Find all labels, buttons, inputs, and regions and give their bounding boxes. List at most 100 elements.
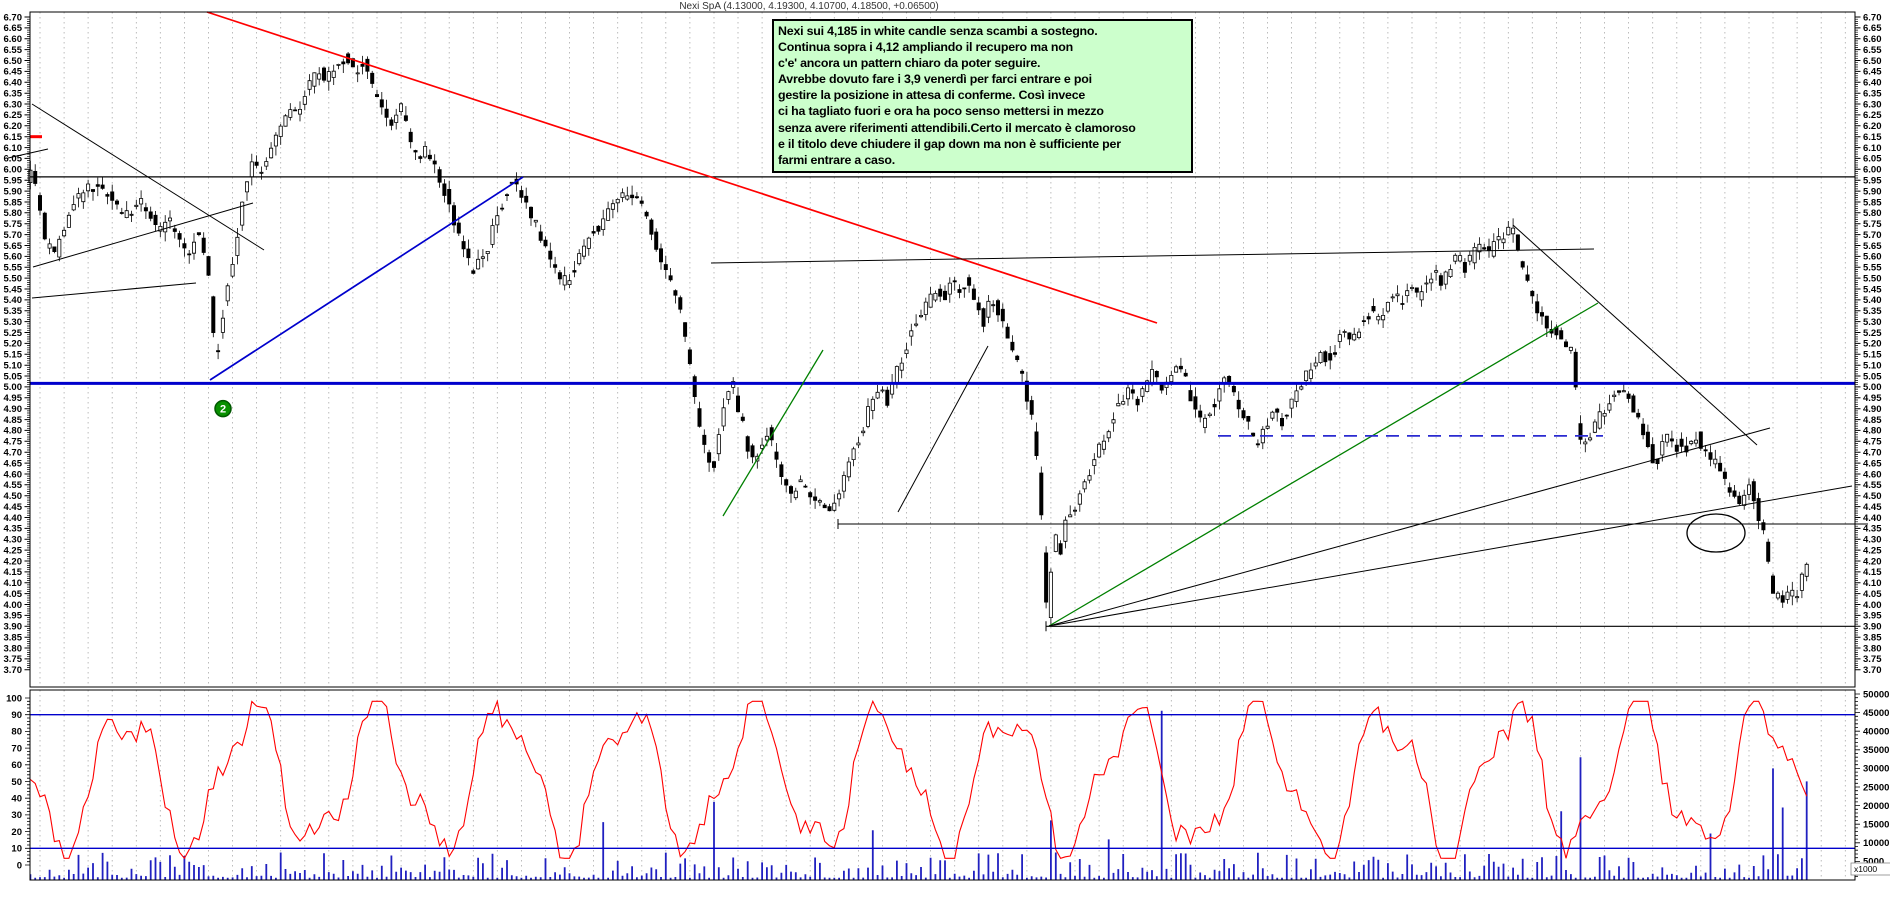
- svg-text:5.45: 5.45: [4, 284, 23, 295]
- svg-text:6.50: 6.50: [1863, 56, 1882, 67]
- svg-text:0: 0: [17, 860, 22, 871]
- svg-text:4.20: 4.20: [4, 556, 23, 567]
- svg-text:6.35: 6.35: [1863, 88, 1882, 99]
- svg-text:4.15: 4.15: [4, 567, 23, 578]
- svg-text:4.25: 4.25: [4, 545, 23, 556]
- svg-text:4.35: 4.35: [1863, 524, 1882, 535]
- svg-text:5.20: 5.20: [4, 339, 23, 350]
- svg-text:5.05: 5.05: [4, 371, 23, 382]
- svg-text:6.60: 6.60: [4, 34, 23, 45]
- svg-text:5.30: 5.30: [4, 317, 23, 328]
- svg-text:6.65: 6.65: [1863, 23, 1882, 34]
- svg-text:5.80: 5.80: [4, 208, 23, 219]
- svg-text:4.70: 4.70: [1863, 448, 1882, 459]
- svg-text:20000: 20000: [1863, 801, 1889, 812]
- svg-text:5.30: 5.30: [1863, 317, 1882, 328]
- svg-text:2: 2: [220, 403, 226, 415]
- svg-text:6.70: 6.70: [1863, 12, 1882, 23]
- svg-text:4.50: 4.50: [1863, 491, 1882, 502]
- svg-text:6.05: 6.05: [1863, 154, 1882, 165]
- svg-text:50000: 50000: [1863, 689, 1889, 700]
- svg-text:5.50: 5.50: [4, 273, 23, 284]
- svg-text:15000: 15000: [1863, 820, 1889, 831]
- annotation-box[interactable]: Nexi sui 4,185 in white candle senza sca…: [772, 19, 1193, 173]
- wedge-support: [32, 202, 254, 268]
- svg-text:5.15: 5.15: [4, 350, 23, 361]
- september-downtrend: [1512, 224, 1758, 446]
- svg-text:4.95: 4.95: [4, 393, 23, 404]
- svg-text:5.95: 5.95: [4, 176, 23, 187]
- svg-text:6.15: 6.15: [4, 132, 23, 143]
- svg-text:4.10: 4.10: [4, 578, 23, 589]
- svg-text:3.80: 3.80: [1863, 643, 1882, 654]
- svg-text:5.50: 5.50: [1863, 273, 1882, 284]
- svg-text:5.00: 5.00: [4, 382, 23, 393]
- svg-text:6.40: 6.40: [4, 78, 23, 89]
- svg-text:5.05: 5.05: [1863, 371, 1882, 382]
- svg-text:4.85: 4.85: [4, 415, 23, 426]
- svg-text:4.20: 4.20: [1863, 556, 1882, 567]
- svg-text:6.55: 6.55: [1863, 45, 1882, 56]
- svg-text:10: 10: [11, 844, 22, 855]
- svg-text:5.70: 5.70: [4, 230, 23, 241]
- svg-text:4.90: 4.90: [1863, 404, 1882, 415]
- overlays: 2: [7, 11, 1868, 632]
- highlight-ellipse: [1686, 513, 1746, 553]
- svg-text:5.90: 5.90: [1863, 186, 1882, 197]
- signal-marker: [214, 399, 232, 418]
- svg-text:4.00: 4.00: [4, 600, 23, 611]
- svg-text:5.60: 5.60: [1863, 252, 1882, 263]
- svg-text:4.60: 4.60: [4, 469, 23, 480]
- svg-text:4.55: 4.55: [1863, 480, 1882, 491]
- svg-text:3.70: 3.70: [1863, 665, 1882, 676]
- svg-text:4.65: 4.65: [4, 458, 23, 469]
- svg-text:5.40: 5.40: [4, 295, 23, 306]
- svg-text:25000: 25000: [1863, 782, 1889, 793]
- svg-text:6.45: 6.45: [4, 67, 23, 78]
- svg-text:3.75: 3.75: [4, 654, 23, 665]
- svg-text:5.60: 5.60: [4, 252, 23, 263]
- volume-unit-label: x1000: [1854, 864, 1877, 874]
- svg-text:5000: 5000: [1863, 857, 1884, 868]
- svg-text:5.90: 5.90: [4, 186, 23, 197]
- svg-text:5.15: 5.15: [1863, 350, 1882, 361]
- svg-text:6.00: 6.00: [1863, 165, 1882, 176]
- svg-text:40: 40: [11, 794, 22, 805]
- volume-bars: [29, 710, 1808, 880]
- svg-text:5.65: 5.65: [1863, 241, 1882, 252]
- svg-text:5.35: 5.35: [1863, 306, 1882, 317]
- fan-line-lower: [1048, 485, 1853, 627]
- svg-text:4.65: 4.65: [1863, 458, 1882, 469]
- svg-text:4.00: 4.00: [1863, 600, 1882, 611]
- svg-text:4.95: 4.95: [1863, 393, 1882, 404]
- svg-text:10000: 10000: [1863, 838, 1889, 849]
- svg-text:5.55: 5.55: [1863, 263, 1882, 274]
- svg-text:6.30: 6.30: [4, 99, 23, 110]
- svg-text:4.15: 4.15: [1863, 567, 1882, 578]
- svg-text:4.70: 4.70: [4, 448, 23, 459]
- svg-text:3.70: 3.70: [4, 665, 23, 676]
- svg-text:6.10: 6.10: [1863, 143, 1882, 154]
- red-downtrend: [206, 11, 1158, 324]
- svg-text:4.90: 4.90: [4, 404, 23, 415]
- svg-text:4.80: 4.80: [4, 426, 23, 437]
- svg-text:3.95: 3.95: [1863, 611, 1882, 622]
- svg-text:80: 80: [11, 727, 22, 738]
- svg-text:3.90: 3.90: [1863, 622, 1882, 633]
- svg-text:35000: 35000: [1863, 745, 1889, 756]
- svg-text:5.10: 5.10: [4, 360, 23, 371]
- svg-text:4.80: 4.80: [1863, 426, 1882, 437]
- price-panel-border: [29, 11, 1856, 688]
- svg-text:6.35: 6.35: [4, 88, 23, 99]
- svg-text:4.85: 4.85: [1863, 415, 1882, 426]
- minor-line-low: [31, 282, 197, 299]
- svg-text:5.85: 5.85: [1863, 197, 1882, 208]
- svg-text:6.40: 6.40: [1863, 78, 1882, 89]
- svg-text:6.05: 6.05: [4, 154, 23, 165]
- svg-text:5.40: 5.40: [1863, 295, 1882, 306]
- svg-text:4.10: 4.10: [1863, 578, 1882, 589]
- svg-text:6.20: 6.20: [1863, 121, 1882, 132]
- svg-text:4.60: 4.60: [1863, 469, 1882, 480]
